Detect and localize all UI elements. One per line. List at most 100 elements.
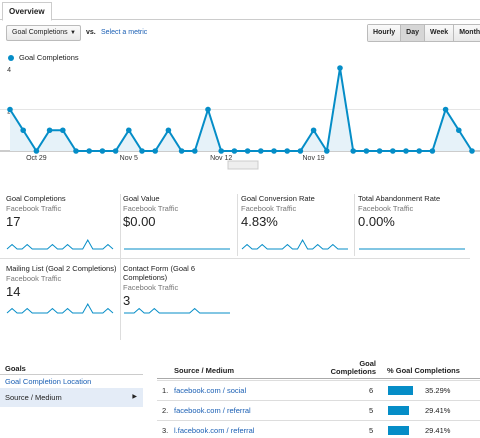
range-hourly-button[interactable]: Hourly (368, 25, 401, 41)
x-tick-label: Nov 5 (120, 155, 138, 162)
tile-title: Contact Form (Goal 6 Completions) (123, 264, 196, 282)
data-point (178, 148, 185, 154)
chevron-right-icon: ▶ (132, 394, 137, 400)
sparkline (6, 302, 114, 314)
row-number: 1. (162, 386, 169, 395)
scorecard-tile[interactable]: Goal Completions Facebook Traffic 17 (6, 194, 120, 256)
tile-title: Goal Conversion Rate (241, 194, 315, 203)
completions-value: 6 (369, 386, 374, 395)
range-month-button[interactable]: Month (453, 25, 480, 41)
tile-title: Total Abandonment Rate (358, 194, 441, 203)
data-point (86, 148, 92, 154)
divider (157, 378, 480, 379)
scorecard-tile[interactable]: Mailing List (Goal 2 Completions) Faceboo… (6, 264, 120, 326)
data-point (442, 106, 449, 113)
range-buttons: Hourly Day Week Month (367, 24, 480, 42)
data-point (429, 148, 436, 154)
metric-dropdown-label: Goal Completions (12, 29, 68, 36)
sparkline-line (124, 307, 230, 314)
data-point (416, 148, 423, 154)
data-point (218, 148, 224, 154)
legend-dot-icon (8, 55, 14, 62)
select-metric-link[interactable]: Select a metric (101, 29, 148, 36)
tile-value: 4.83% (241, 214, 278, 229)
pct-value: 29.41% (425, 406, 451, 415)
sparkline-line (6, 238, 114, 250)
source-link[interactable]: facebook.com / social (174, 386, 247, 395)
data-point (390, 148, 396, 154)
x-tick-label: Oct 29 (26, 155, 47, 162)
data-point (271, 148, 277, 154)
data-point (456, 127, 462, 134)
y-tick-label: 4 (7, 67, 11, 74)
series-area (10, 68, 472, 151)
table-row: 3. l.facebook.com / referral 5 29.41% (157, 420, 480, 438)
divider (237, 194, 238, 256)
col-header-source[interactable]: Source / Medium (174, 366, 235, 375)
tile-segment: Facebook Traffic (358, 204, 414, 213)
data-point (7, 106, 13, 113)
x-tick-label: Nov 12 (210, 155, 232, 162)
source-link[interactable]: l.facebook.com / referral (174, 426, 255, 435)
data-point (152, 148, 158, 154)
tab-overview[interactable]: Overview (2, 2, 52, 21)
col-header-pct[interactable]: % Goal Completions (387, 366, 460, 375)
sparkline-line (241, 238, 348, 250)
row-number: 3. (162, 426, 169, 435)
data-point (231, 148, 238, 154)
metric-dropdown[interactable]: Goal Completions ▼ (6, 25, 81, 41)
sparkline (124, 307, 230, 314)
data-point (310, 127, 317, 134)
scorecard-tile[interactable]: Goal Conversion Rate Facebook Traffic 4.83… (241, 194, 355, 256)
scorecard-tile[interactable]: Total Abandonment Rate Facebook Traffic 0.… (358, 194, 472, 256)
sparkline (6, 238, 114, 250)
divider (0, 258, 470, 259)
data-point (192, 148, 198, 154)
data-point (20, 127, 27, 134)
chart-legend: Goal Completions (8, 53, 79, 62)
data-point (376, 148, 383, 154)
tile-segment: Facebook Traffic (123, 204, 179, 213)
data-point (139, 148, 145, 154)
tile-value: 3 (123, 293, 131, 308)
sparkline (359, 248, 465, 250)
legend-label: Goal Completions (19, 53, 79, 62)
pct-bar (388, 386, 413, 395)
row-number: 2. (162, 406, 169, 415)
data-point (112, 148, 119, 154)
divider (354, 194, 355, 256)
data-point (165, 127, 172, 134)
range-day-button[interactable]: Day (400, 25, 425, 41)
data-point (403, 148, 409, 154)
col-header-completions[interactable]: Goal Completions (330, 359, 376, 376)
source-medium-item[interactable]: Source / Medium ▶ (0, 388, 143, 407)
source-medium-label: Source / Medium (5, 393, 62, 402)
data-point (297, 148, 304, 154)
data-point (205, 106, 211, 113)
pct-bar (388, 406, 409, 415)
sparkline-line (6, 302, 114, 314)
data-point (258, 148, 264, 154)
pct-value: 29.41% (425, 426, 451, 435)
tile-title: Goal Completions (6, 194, 66, 203)
scorecard-tile[interactable]: Contact Form (Goal 6 Completions) Faceboo… (123, 264, 237, 326)
source-link[interactable]: facebook.com / referral (174, 406, 251, 415)
data-point (337, 65, 343, 71)
resize-handle (227, 160, 259, 170)
scorecard-tile[interactable]: Goal Value Facebook Traffic $0.00 (123, 194, 237, 256)
data-point (60, 127, 66, 134)
goals-heading: Goals (5, 364, 26, 373)
pct-value: 35.29% (425, 386, 451, 395)
tile-segment: Facebook Traffic (6, 204, 62, 213)
table-row: 2. facebook.com / referral 5 29.41% (157, 400, 480, 419)
data-point (73, 148, 79, 154)
data-point (33, 148, 40, 154)
goal-completion-location-link[interactable]: Goal Completion Location (5, 377, 92, 386)
data-point (99, 148, 106, 154)
data-point (363, 148, 370, 154)
data-point (46, 127, 53, 134)
range-week-button[interactable]: Week (424, 25, 454, 41)
tab-bar: Overview (0, 0, 480, 21)
data-point (324, 148, 330, 154)
